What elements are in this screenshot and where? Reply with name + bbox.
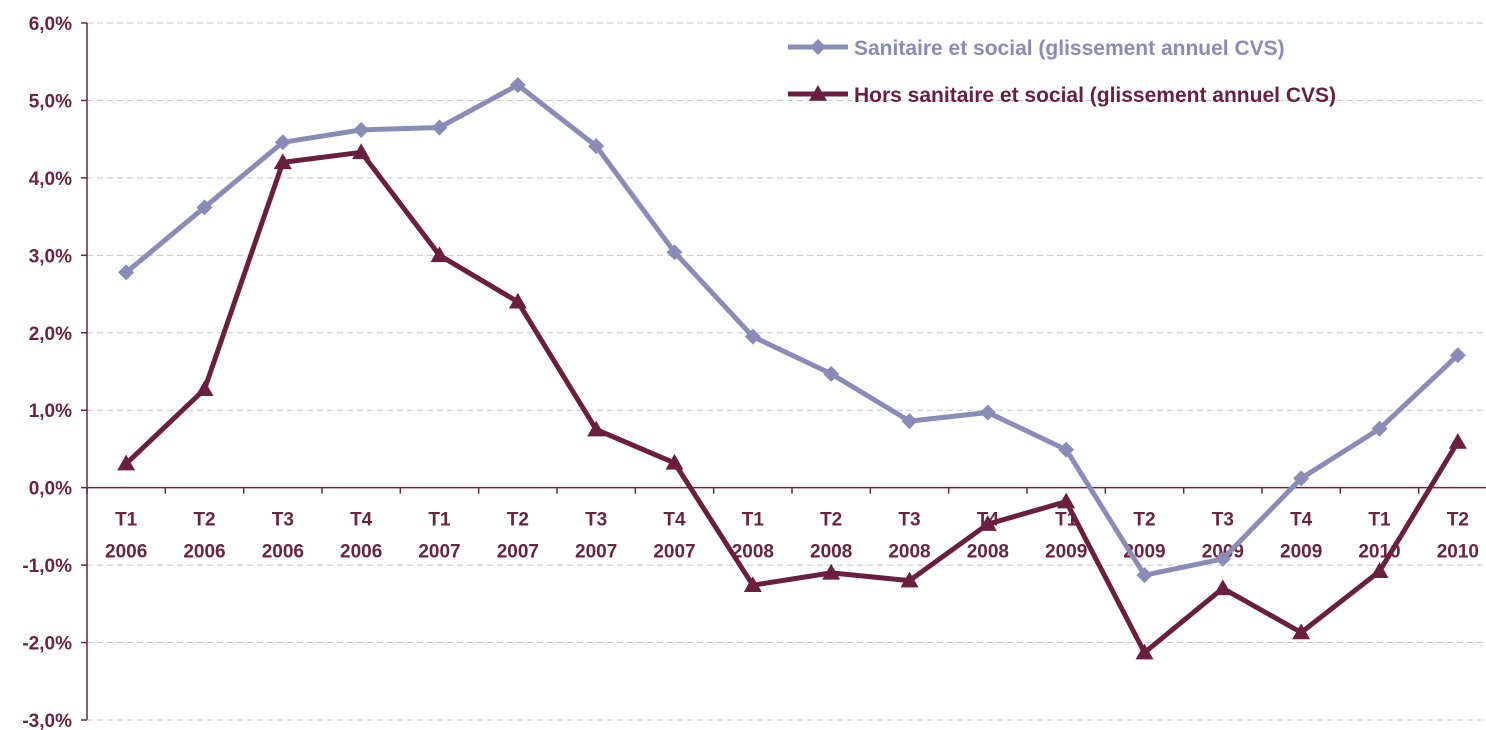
y-tick-label: 1,0% [29, 401, 72, 422]
x-tick-label-year: 2008 [732, 542, 774, 563]
x-tick-label-quarter: T1 [742, 510, 765, 531]
series-1 [118, 76, 1466, 584]
data-point-triangle [587, 420, 606, 437]
x-tick-label-quarter: T1 [115, 510, 138, 531]
data-point-triangle [900, 571, 919, 588]
x-tick-label-quarter: T2 [1447, 510, 1469, 531]
x-tick-label-quarter: T2 [820, 510, 842, 531]
data-point-diamond [979, 404, 996, 421]
data-point-diamond [1293, 470, 1310, 487]
data-point-diamond [196, 199, 213, 216]
grid-lines [87, 22, 1486, 721]
y-tick-label: 2,0% [29, 324, 72, 345]
y-axis-tick-labels: 6,0% 5,0% 4,0% 3,0% 2,0% 1,0% 0,0% -1,0% -2,0% -3… [22, 14, 72, 730]
data-point-diamond [1449, 347, 1466, 364]
x-tick-label-quarter: T4 [350, 510, 373, 531]
x-tick-label-year: 2008 [967, 542, 1009, 563]
data-point-triangle [273, 153, 292, 170]
x-tick-label-quarter: T1 [1368, 510, 1391, 531]
data-point-diamond [1214, 550, 1231, 567]
data-point-diamond [353, 121, 370, 138]
x-tick-label-year: 2006 [340, 542, 382, 563]
x-tick-label-quarter: T1 [428, 510, 451, 531]
legend-marker-triangle [809, 85, 827, 101]
data-point-diamond [274, 134, 291, 151]
data-point-triangle [1292, 623, 1311, 640]
y-tick-label: -2,0% [22, 634, 72, 655]
data-point-triangle [1057, 492, 1076, 509]
x-tick-label-quarter: T2 [193, 510, 215, 531]
y-tick-label: 6,0% [29, 14, 72, 35]
data-point-triangle [978, 515, 997, 531]
x-tick-label-quarter: T2 [1133, 510, 1155, 531]
x-tick-label-year: 2008 [888, 542, 930, 563]
data-point-diamond [823, 365, 840, 382]
x-tick-label-year: 2008 [810, 542, 852, 563]
data-point-diamond [118, 264, 135, 281]
y-tick-label: -1,0% [22, 556, 72, 577]
legend-label: Sanitaire et social (glissement annuel C… [854, 37, 1285, 60]
x-tick-label-year: 2010 [1437, 542, 1479, 563]
legend-item-1: Sanitaire et social (glissement annuel C… [788, 37, 1285, 60]
y-tick-label: 3,0% [29, 246, 72, 267]
axes [81, 22, 1486, 721]
series-layer [117, 76, 1467, 660]
data-point-triangle [508, 292, 527, 309]
data-point-triangle [1213, 579, 1232, 596]
data-point-diamond [1136, 567, 1153, 584]
x-tick-label-quarter: T3 [1212, 510, 1234, 531]
data-point-diamond [666, 244, 683, 261]
legend-label: Hors sanitaire et social (glissement ann… [854, 84, 1336, 107]
x-tick-label-year: 2007 [497, 542, 539, 563]
x-tick-label-quarter: T4 [1290, 510, 1313, 531]
x-tick-label-quarter: T3 [585, 510, 607, 531]
data-point-diamond [588, 138, 605, 155]
data-point-diamond [901, 413, 918, 430]
legend-marker-diamond [810, 39, 826, 55]
x-tick-label-quarter: T3 [898, 510, 920, 531]
data-point-triangle [430, 246, 449, 263]
y-tick-label: -3,0% [22, 711, 72, 730]
x-tick-label-year: 2007 [575, 542, 617, 563]
x-tick-label-quarter: T2 [507, 510, 529, 531]
data-point-diamond [1371, 420, 1388, 437]
y-tick-label: 4,0% [29, 169, 72, 190]
data-point-triangle [352, 143, 371, 160]
x-tick-label-year: 2006 [183, 542, 225, 563]
data-point-diamond [509, 76, 526, 93]
legend-item-2: Hors sanitaire et social (glissement ann… [788, 84, 1336, 107]
x-tick-label-year: 2009 [1045, 542, 1087, 563]
data-point-triangle [1370, 562, 1389, 579]
x-tick-label-quarter: T4 [663, 510, 686, 531]
x-axis-tick-labels: T1 2006 T2 2006 T3 2006 T4 2006 T1 2007 T2 2007 T3 20… [105, 510, 1479, 563]
legend: Sanitaire et social (glissement annuel C… [788, 37, 1336, 107]
data-point-triangle [195, 380, 214, 397]
series-2 [117, 143, 1467, 660]
series-line [124, 82, 1460, 578]
data-point-diamond [744, 328, 761, 345]
data-point-triangle [743, 576, 762, 592]
data-point-diamond [1058, 441, 1075, 458]
x-tick-label-quarter: T3 [272, 510, 294, 531]
x-tick-label-year: 2007 [653, 542, 695, 563]
data-point-triangle [1135, 643, 1154, 660]
series-line [124, 149, 1460, 656]
data-point-diamond [431, 119, 448, 136]
y-tick-label: 0,0% [29, 479, 72, 500]
data-point-triangle [665, 453, 684, 470]
data-point-triangle [1448, 432, 1467, 449]
x-tick-label-year: 2006 [262, 542, 304, 563]
x-tick-label-year: 2009 [1280, 542, 1322, 563]
y-tick-label: 5,0% [29, 91, 72, 112]
data-point-triangle [822, 563, 841, 580]
data-point-triangle [117, 454, 136, 471]
x-tick-label-year: 2007 [418, 542, 460, 563]
x-tick-label-year: 2006 [105, 542, 147, 563]
